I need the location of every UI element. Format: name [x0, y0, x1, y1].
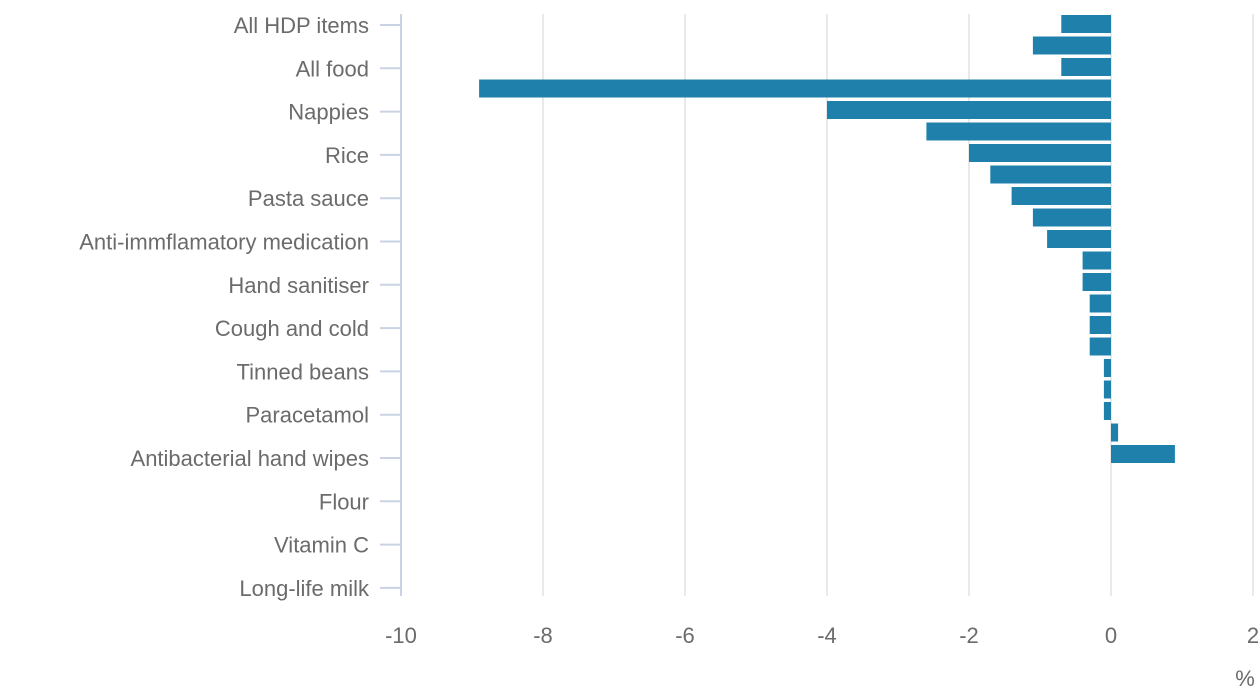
category-label: Hand sanitiser [228, 273, 369, 298]
category-label: Vitamin C [274, 533, 369, 558]
bar [1103, 359, 1111, 377]
bar [990, 165, 1111, 184]
bar [1089, 316, 1111, 334]
bar [1032, 36, 1111, 55]
bar [1032, 208, 1111, 227]
bar [1061, 58, 1111, 76]
x-tick-label: 0 [1105, 623, 1117, 648]
bar [1089, 337, 1111, 356]
category-label: Tinned beans [236, 359, 369, 384]
category-label: Cough and cold [215, 316, 369, 341]
x-tick-label: -4 [817, 623, 837, 648]
bar [1111, 445, 1175, 463]
category-label: Pasta sauce [248, 186, 369, 211]
bar [969, 144, 1111, 162]
bar [479, 79, 1112, 98]
category-label: Anti-immflamatory medication [79, 230, 369, 255]
x-tick-label: -8 [533, 623, 553, 648]
x-unit-label: % [1235, 666, 1255, 688]
bar [1082, 251, 1111, 270]
bar [1011, 187, 1111, 205]
category-label: Antibacterial hand wipes [131, 446, 369, 471]
bar [926, 122, 1111, 141]
bar [1111, 423, 1119, 442]
category-label: All HDP items [234, 13, 369, 38]
x-tick-labels: -10 -8 -6 -4 -2 0 2 [385, 623, 1259, 648]
x-tick-label: -6 [675, 623, 695, 648]
bar [1103, 402, 1111, 420]
category-label: Nappies [288, 100, 369, 125]
bar [1047, 230, 1111, 248]
y-axis [380, 14, 402, 596]
x-tick-label: -2 [959, 623, 979, 648]
category-labels: All HDP items All food Nappies Rice Pasta sa… [79, 13, 370, 601]
x-tick-label: 2 [1247, 623, 1259, 648]
x-tick-label: -10 [385, 623, 417, 648]
category-label: All food [296, 56, 369, 81]
bars [479, 15, 1175, 463]
bar [1061, 15, 1111, 33]
category-label: Paracetamol [245, 403, 369, 428]
bar [1089, 294, 1111, 313]
category-label: Long-life milk [239, 576, 370, 601]
bar [827, 101, 1111, 119]
bar [1103, 380, 1111, 399]
category-label: Rice [325, 143, 369, 168]
bar [1082, 273, 1111, 291]
category-label: Flour [319, 489, 369, 514]
